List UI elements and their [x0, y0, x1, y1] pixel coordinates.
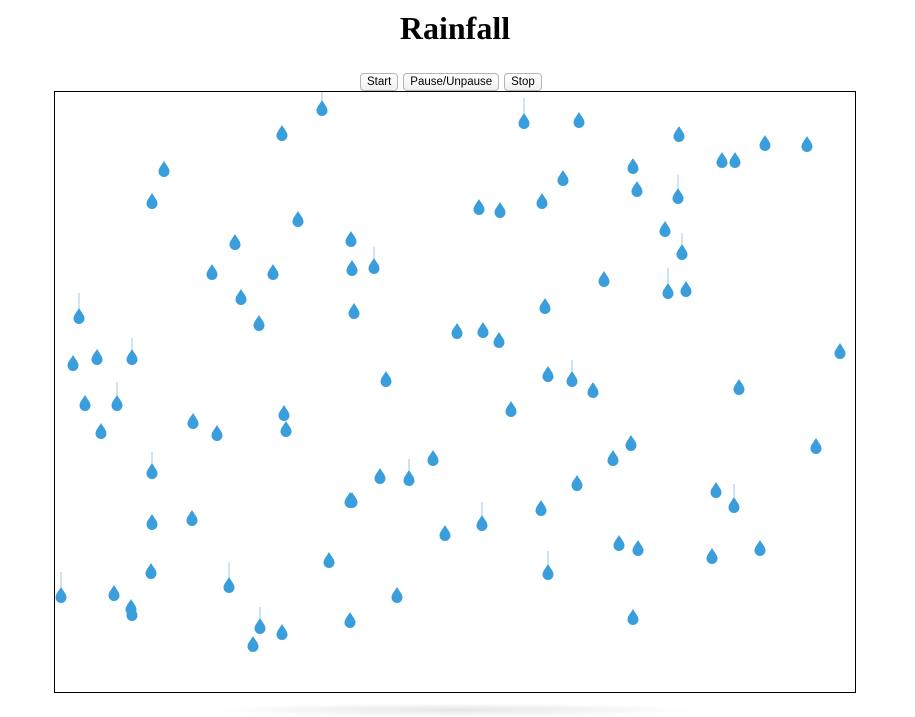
raindrop-icon: [733, 379, 745, 395]
raindrop-icon: [79, 395, 91, 411]
raindrop-icon: [627, 609, 639, 625]
raindrop-icon: [706, 548, 718, 564]
raindrop-icon: [323, 552, 335, 568]
raindrop-icon: [607, 450, 619, 466]
start-button[interactable]: Start: [360, 73, 399, 91]
raindrop-icon: [374, 468, 386, 484]
raindrop-icon: [676, 233, 688, 260]
raindrop-icon: [276, 624, 288, 640]
raindrop-icon: [95, 423, 107, 439]
raindrop-icon: [810, 438, 822, 454]
raindrop-icon: [542, 366, 554, 383]
raindrop-icon: [728, 484, 740, 513]
raindrop-icon: [403, 459, 415, 487]
raindrop-icon: [518, 98, 530, 129]
raindrop-icon: [247, 636, 259, 652]
raindrop-icon: [368, 247, 380, 274]
raindrop-icon: [145, 563, 157, 579]
raindrop-icon: [67, 355, 79, 372]
raindrop-icon: [146, 193, 158, 209]
raindrop-icon: [632, 540, 644, 556]
raindrop-icon: [316, 92, 328, 116]
raindrop-icon: [211, 425, 223, 441]
raindrop-icon: [542, 551, 554, 580]
raindrop-icon: [587, 382, 599, 398]
page-shadow: [210, 703, 700, 717]
raindrop-icon: [186, 510, 198, 526]
raindrop-icon: [625, 435, 637, 451]
raindrop-icon: [391, 587, 403, 603]
raindrop-icon: [673, 126, 685, 142]
raindrop-icon: [276, 125, 288, 141]
raindrop-icon: [834, 343, 846, 359]
raindrop-icon: [344, 612, 356, 629]
raindrop-icon: [146, 452, 158, 480]
raindrop-icon: [598, 271, 610, 287]
raindrop-icon: [473, 199, 485, 215]
raindrop-icon: [659, 221, 671, 238]
raindrop-icon: [536, 193, 548, 209]
controls-bar: Start Pause/Unpause Stop: [360, 73, 547, 91]
page-title: Rainfall: [399, 10, 511, 46]
raindrop-icon: [631, 181, 643, 197]
rain-canvas: [54, 91, 856, 693]
raindrop-icon: [535, 500, 547, 516]
raindrop-icon: [254, 607, 266, 634]
raindrop-icon: [801, 136, 813, 152]
raindrop-icon: [716, 152, 728, 168]
raindrop-icon: [427, 450, 439, 466]
raindrop-icon: [278, 405, 290, 421]
raindrop-icon: [348, 303, 360, 319]
raindrop-icon: [73, 293, 85, 324]
raindrop-icon: [111, 382, 123, 411]
raindrop-icon: [754, 540, 766, 556]
raindrop-icon: [710, 482, 722, 498]
raindrop-icon: [493, 332, 505, 348]
raindrop-icon: [613, 535, 625, 551]
raindrop-icon: [253, 315, 265, 331]
raindrop-icon: [146, 514, 158, 530]
raindrop-icon: [91, 349, 103, 365]
raindrop-icon: [505, 401, 517, 417]
raindrop-icon: [477, 322, 489, 338]
raindrop-icon: [235, 289, 247, 305]
raindrop-icon: [55, 572, 67, 603]
raindrop-icon: [126, 338, 138, 365]
rain-drops-layer: [55, 92, 846, 652]
raindrop-icon: [573, 112, 585, 128]
raindrop-icon: [539, 298, 551, 314]
raindrop-icon: [223, 562, 235, 593]
raindrop-icon: [345, 231, 357, 248]
raindrop-icon: [280, 421, 292, 438]
raindrop-icon: [346, 492, 358, 509]
raindrop-icon: [557, 170, 569, 186]
raindrop-icon: [206, 264, 218, 280]
raindrop-icon: [380, 371, 392, 387]
raindrop-icon: [108, 585, 120, 601]
pause-unpause-button[interactable]: Pause/Unpause: [403, 73, 500, 91]
raindrop-icon: [187, 413, 199, 429]
raindrop-icon: [476, 502, 488, 531]
raindrop-icon: [729, 152, 741, 168]
raindrop-icon: [229, 234, 241, 251]
raindrop-icon: [267, 264, 279, 280]
raindrop-icon: [346, 260, 358, 276]
raindrop-icon: [662, 268, 674, 299]
raindrop-icon: [759, 135, 771, 151]
raindrop-icon: [292, 211, 304, 227]
raindrop-icon: [158, 161, 170, 177]
raindrop-icon: [672, 175, 684, 204]
raindrop-icon: [451, 323, 463, 339]
raindrop-icon: [566, 360, 578, 387]
stop-button[interactable]: Stop: [504, 73, 542, 91]
raindrop-icon: [680, 281, 692, 297]
raindrop-icon: [126, 605, 138, 621]
raindrop-icon: [627, 158, 639, 174]
raindrop-icon: [571, 475, 583, 491]
raindrop-icon: [494, 202, 506, 218]
raindrop-icon: [439, 525, 451, 541]
